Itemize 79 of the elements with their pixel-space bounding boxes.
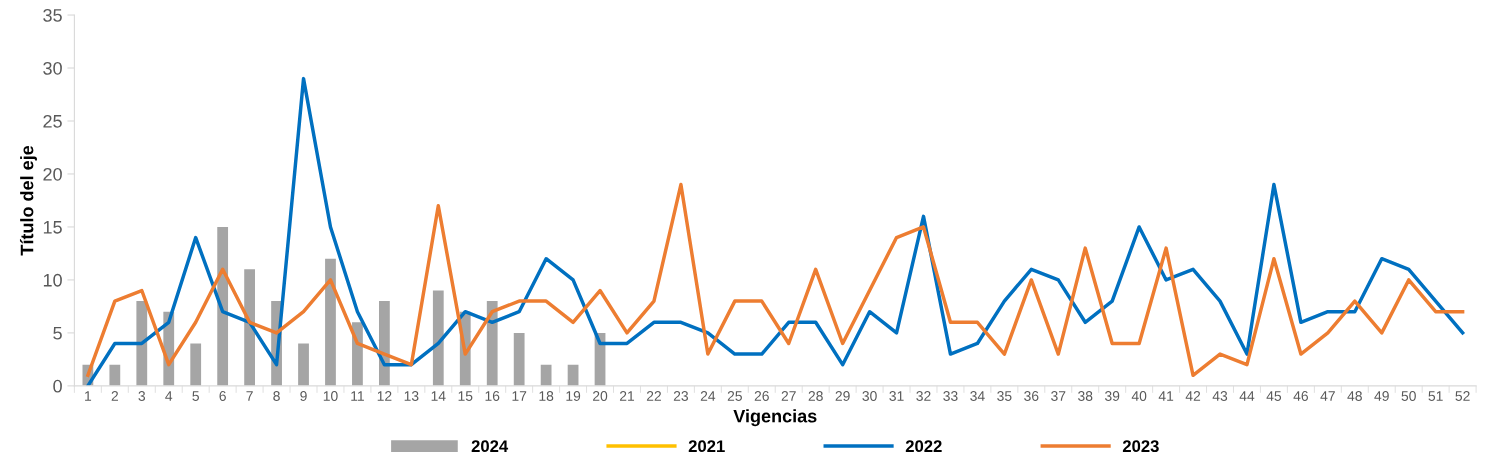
- x-tick-label: 12: [377, 391, 392, 401]
- bar: [244, 269, 255, 386]
- x-tick-label: 11: [351, 391, 364, 401]
- y-tick-label: 20: [43, 167, 62, 181]
- legend-label: 2022: [905, 440, 942, 453]
- x-tick-label: 15: [458, 391, 473, 401]
- y-axis-title: Título del eje: [19, 145, 37, 256]
- x-tick-label: 50: [1401, 391, 1416, 401]
- bar: [540, 364, 552, 386]
- y-tick-label: 15: [43, 221, 62, 234]
- legend-label: 2021: [688, 440, 725, 453]
- x-tick-label: 49: [1374, 391, 1389, 401]
- x-tick-label: 43: [1212, 391, 1228, 401]
- x-tick-label: 17: [512, 391, 527, 401]
- x-tick-label: 16: [485, 391, 500, 401]
- x-tick-label: 13: [404, 391, 419, 401]
- x-tick-label: 21: [619, 391, 635, 401]
- x-tick-label: 36: [1024, 391, 1039, 401]
- x-tick-label: 39: [1105, 391, 1120, 401]
- y-tick-label: 25: [43, 114, 62, 128]
- x-tick-label: 3: [138, 391, 146, 401]
- x-tick-label: 42: [1185, 391, 1201, 401]
- bar: [325, 258, 336, 386]
- y-tick-label: 5: [53, 327, 62, 340]
- y-tick-label: 0: [53, 379, 62, 393]
- legend-label: 2024: [471, 440, 509, 453]
- x-tick-label: 32: [916, 391, 931, 401]
- x-tick-label: 35: [997, 391, 1012, 401]
- x-tick-label: 4: [165, 391, 173, 401]
- x-tick-label: 48: [1347, 391, 1362, 401]
- x-tick-label: 22: [646, 391, 661, 401]
- x-tick-label: 27: [781, 391, 796, 401]
- bar: [136, 301, 148, 386]
- bar: [190, 343, 202, 386]
- legend-label: 2023: [1122, 440, 1159, 453]
- x-tick-label: 31: [889, 391, 904, 401]
- bar: [513, 332, 525, 386]
- x-tick-label: 28: [808, 391, 823, 401]
- x-tick-label: 24: [700, 391, 716, 401]
- x-tick-label: 18: [539, 391, 554, 401]
- x-tick-label: 25: [727, 391, 742, 401]
- x-tick-label: 41: [1158, 391, 1174, 401]
- y-tick-label: 10: [43, 273, 62, 287]
- x-tick-label: 9: [300, 391, 307, 401]
- x-tick-label: 1: [85, 391, 92, 401]
- bar: [217, 226, 229, 386]
- x-tick-label: 40: [1131, 391, 1147, 401]
- x-tick-label: 34: [970, 391, 985, 401]
- x-tick-label: 44: [1239, 391, 1255, 401]
- x-tick-label: 20: [593, 391, 608, 401]
- bar: [298, 343, 309, 386]
- x-tick-label: 45: [1266, 391, 1282, 401]
- x-tick-label: 47: [1320, 391, 1335, 401]
- x-tick-label: 30: [862, 391, 877, 401]
- x-tick-label: 37: [1051, 391, 1066, 401]
- y-tick-label: 30: [43, 61, 62, 75]
- x-tick-label: 19: [566, 391, 581, 401]
- x-tick-label: 51: [1428, 391, 1443, 401]
- x-tick-label: 6: [219, 391, 226, 401]
- x-tick-label: 10: [323, 391, 338, 401]
- bar: [432, 290, 444, 386]
- x-tick-label: 8: [273, 391, 280, 401]
- x-tick-label: 14: [431, 391, 446, 401]
- x-tick-label: 23: [673, 391, 689, 401]
- bar: [486, 301, 498, 386]
- line-series: [86, 76, 1465, 386]
- x-tick-label: 33: [943, 391, 958, 401]
- y-tick-label: 35: [43, 8, 62, 22]
- bar: [109, 364, 121, 386]
- x-tick-label: 52: [1455, 391, 1470, 401]
- x-tick-label: 7: [246, 391, 253, 401]
- x-tick-label: 26: [754, 391, 769, 401]
- x-tick-label: 46: [1293, 391, 1308, 401]
- x-axis-title: Vigencias: [733, 409, 817, 427]
- x-tick-label: 2: [111, 391, 118, 401]
- x-tick-label: 5: [192, 391, 199, 401]
- x-tick-label: 29: [835, 391, 850, 401]
- line-series: [86, 182, 1465, 378]
- x-tick-label: 38: [1078, 391, 1093, 401]
